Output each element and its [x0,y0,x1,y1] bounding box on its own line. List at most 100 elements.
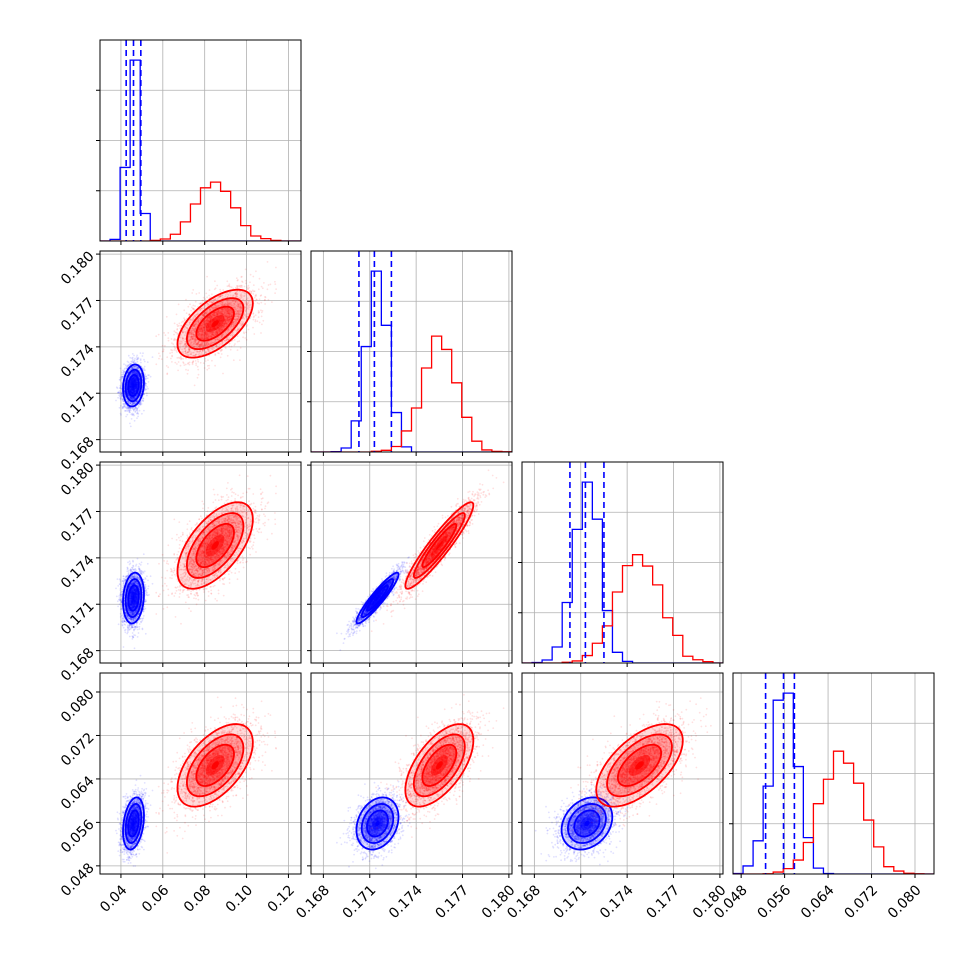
scatter-point [136,383,138,385]
scatter-point [130,389,133,391]
scatter-point [239,286,242,288]
scatter-point [206,275,209,278]
scatter-point [136,400,138,402]
scatter-point [132,376,135,379]
scatter-point [135,367,138,370]
scatter-point [128,396,131,399]
scatter-point [226,354,229,357]
scatter-point [256,320,259,323]
scatter-point [170,357,172,360]
scatter-point [134,407,137,410]
scatter-point [135,406,137,409]
scatter-point [130,391,132,393]
scatter-point [133,402,136,404]
scatter-point [136,411,139,413]
scatter-point [202,362,205,365]
scatter-point [132,391,135,394]
scatter-point [127,364,129,367]
scatter-point [123,363,125,366]
scatter-point [129,387,131,390]
scatter-point [129,397,132,399]
scatter-point [242,336,245,339]
scatter-point [167,337,170,339]
scatter-point [269,283,272,286]
scatter-point [131,391,134,394]
scatter-point [144,382,147,385]
scatter-point [132,407,134,410]
scatter-point [137,366,139,369]
scatter-point [123,371,125,374]
scatter-point [134,357,136,360]
scatter-point [245,282,247,285]
scatter-point [253,296,256,299]
scatter-point [157,333,160,336]
scatter-point [128,384,131,387]
scatter-point [129,391,132,394]
scatter-point [260,301,263,304]
scatter-point [128,370,130,373]
scatter-point [235,285,238,287]
scatter-point [214,364,217,367]
scatter-point [128,401,131,404]
scatter-point [130,397,133,400]
scatter-point [134,408,136,411]
scatter-point [142,400,144,402]
scatter-point [140,372,143,374]
scatter-point [132,361,135,364]
scatter-point [164,345,166,347]
scatter-point [118,392,120,394]
scatter-point [129,409,132,412]
scatter-point [132,396,135,399]
scatter-point [177,369,180,372]
scatter-point [133,407,136,409]
scatter-point [139,402,142,405]
scatter-point [179,364,182,367]
scatter-point [180,324,182,327]
scatter-point [123,405,126,407]
scatter-point [137,375,140,378]
scatter-point [142,400,145,402]
scatter-point [207,359,209,361]
scatter-point [132,391,135,393]
scatter-point [132,390,135,393]
scatter-point [129,382,132,385]
scatter-point [128,385,131,387]
scatter-point [201,299,204,302]
scatter-point [127,400,129,402]
scatter-point [191,361,194,364]
scatter-point [131,391,134,394]
scatter-point [151,356,154,358]
scatter-point [189,303,191,306]
scatter-point [214,353,217,356]
scatter-point [128,411,131,414]
scatter-point [204,298,207,300]
scatter-point [143,365,146,368]
scatter-point [129,388,131,391]
scatter-point [121,406,124,409]
scatter-point [147,381,150,383]
scatter-point [130,413,133,416]
scatter-point [131,377,134,379]
scatter-point [133,391,136,393]
scatter-point [208,294,211,297]
scatter-point [129,381,132,383]
scatter-point [206,368,209,371]
scatter-point [134,390,137,392]
scatter-point [126,360,129,363]
scatter-point [262,319,265,322]
scatter-point [131,407,134,410]
scatter-point [132,391,135,394]
scatter-point [241,280,243,283]
scatter-point [143,360,146,363]
scatter-point [123,370,125,373]
scatter-point [119,405,122,407]
scatter-point [128,387,131,390]
scatter-point [130,396,133,399]
scatter-point [124,367,127,370]
scatter-point [219,290,222,293]
scatter-point [192,304,195,307]
scatter-point [115,386,118,389]
scatter-point [129,422,131,425]
scatter-point [274,292,276,294]
scatter-point [143,409,145,412]
